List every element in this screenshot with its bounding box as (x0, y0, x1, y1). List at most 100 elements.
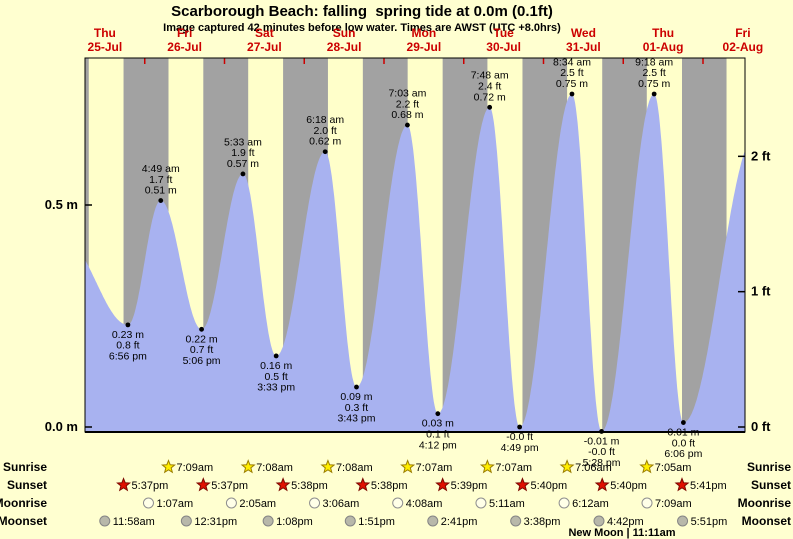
day-label-date: 02-Aug (723, 40, 764, 54)
sunrise-star-icon (479, 459, 495, 474)
high-tide-label: 1.7 ft (149, 174, 172, 186)
day-label-weekday: Fri (177, 26, 192, 40)
high-tide-label: 0.51 m (145, 185, 177, 197)
moonrise-icon (309, 497, 321, 509)
high-tide-label: 2.4 ft (478, 81, 501, 93)
moonset-time: 5:51pm (691, 516, 728, 528)
sunset-time: 5:40pm (530, 480, 567, 492)
day-label-date: 31-Jul (566, 40, 601, 54)
high-tide-label: 9:18 am (635, 56, 673, 68)
moonset-icon (510, 515, 522, 527)
high-tide-label: 2.5 ft (642, 67, 665, 79)
sunrise-star-icon (320, 459, 336, 474)
high-tide-label: 0.75 m (556, 78, 588, 90)
sunset-time: 5:41pm (690, 480, 727, 492)
day-label-weekday: Tue (493, 26, 514, 40)
astro-row-label-left: Moonrise (0, 496, 47, 510)
low-tide-label: -0.01 m (584, 435, 620, 447)
high-tide-label: 2.5 ft (560, 67, 583, 79)
high-tide-label: 1.9 ft (231, 147, 254, 159)
moonset-icon (262, 515, 274, 527)
y-axis-label-feet: 2 ft (751, 148, 771, 163)
high-tide-label: 0.68 m (391, 109, 423, 121)
sunset-time: 5:37pm (211, 480, 248, 492)
moonset-icon (99, 515, 111, 527)
day-label-weekday: Fri (735, 26, 750, 40)
moonset-time: 11:58am (113, 516, 155, 528)
y-axis-label-metres: 0.0 m (45, 419, 78, 434)
moonset-time: 3:38pm (524, 516, 561, 528)
low-tide-label: -0.0 ft (588, 446, 615, 458)
high-tide-marker (158, 198, 164, 203)
sunset-time: 5:39pm (451, 480, 488, 492)
page-subtitle: Image captured 42 minutes before low wat… (163, 22, 561, 34)
sunset-star-icon (514, 477, 530, 492)
moonrise-icon (225, 497, 237, 509)
low-tide-label: 0.8 ft (116, 340, 139, 352)
low-tide-label: 6:06 pm (664, 448, 702, 460)
low-tide-label: 5:06 pm (183, 355, 221, 367)
sunset-star-icon (275, 477, 291, 492)
moonset-time: 2:41pm (441, 516, 478, 528)
low-tide-label: 0.0 ft (672, 437, 695, 449)
low-tide-label: 0.16 m (260, 360, 292, 372)
high-tide-label: 7:03 am (388, 87, 426, 99)
sunset-time: 5:38pm (291, 480, 328, 492)
high-tide-marker (405, 122, 410, 128)
day-label-date: 27-Jul (247, 40, 282, 54)
low-tide-label: 0.5 ft (264, 371, 287, 383)
low-tide-label: 3:33 pm (257, 382, 295, 394)
high-tide-label: 7:48 am (471, 70, 509, 82)
new-moon-label: New Moon | 11:11am (568, 527, 675, 539)
low-tide-marker (125, 322, 131, 328)
moonset-time: 1:08pm (276, 516, 313, 528)
day-label-weekday: Sun (333, 26, 356, 40)
high-tide-label: 5:33 am (224, 136, 262, 148)
low-tide-label: 0.03 m (422, 418, 454, 430)
moonset-icon (593, 515, 605, 527)
high-tide-marker (322, 149, 328, 155)
y-axis-label-metres: 0.5 m (45, 197, 78, 212)
low-tide-label: 4:12 pm (419, 439, 457, 451)
sunrise-star-icon (161, 459, 177, 474)
high-tide-label: 0.75 m (638, 78, 670, 90)
day-label-weekday: Thu (652, 26, 674, 40)
day-label-date: 01-Aug (643, 40, 684, 54)
sunset-time: 5:40pm (610, 480, 647, 492)
sunrise-time: 7:08am (336, 462, 373, 474)
low-tide-marker (354, 384, 359, 390)
high-tide-label: 4:49 am (142, 163, 180, 175)
tide-curve-area (85, 94, 745, 432)
low-tide-label: 6:56 pm (109, 350, 147, 362)
low-tide-label: 5:28 pm (583, 457, 621, 469)
low-tide-marker (599, 429, 604, 434)
y-axis-label-feet: 0 ft (751, 419, 771, 434)
astro-row-label-left: Moonset (0, 514, 47, 528)
moonrise-icon (392, 497, 404, 509)
low-tide-label: 0.09 m (340, 391, 372, 403)
high-tide-marker (240, 171, 246, 177)
low-tide-marker (517, 424, 523, 430)
sunset-star-icon (674, 477, 690, 492)
sunset-star-icon (435, 477, 451, 492)
astro-row-label-right: Moonset (742, 514, 791, 528)
moonrise-time: 5:11am (489, 498, 525, 510)
astro-row-label-left: Sunset (7, 478, 47, 492)
high-tide-label: 0.57 m (227, 158, 259, 170)
moonset-time: 4:42pm (607, 516, 644, 528)
high-tide-marker (651, 91, 657, 97)
day-label-date: 28-Jul (327, 40, 362, 54)
sunrise-time: 7:07am (495, 462, 532, 474)
high-tide-label: 6:18 am (306, 114, 344, 126)
high-tide-marker (569, 91, 575, 97)
low-tide-label: 0.01 m (667, 427, 699, 439)
moonrise-time: 2:05am (239, 498, 276, 510)
low-tide-label: -0.0 ft (506, 431, 533, 443)
low-tide-marker (199, 326, 204, 332)
sunset-star-icon (355, 477, 371, 492)
sunrise-time: 7:06am (575, 462, 612, 474)
moonrise-time: 7:09am (655, 498, 692, 510)
sunrise-star-icon (559, 459, 575, 474)
day-label-date: 30-Jul (486, 40, 521, 54)
